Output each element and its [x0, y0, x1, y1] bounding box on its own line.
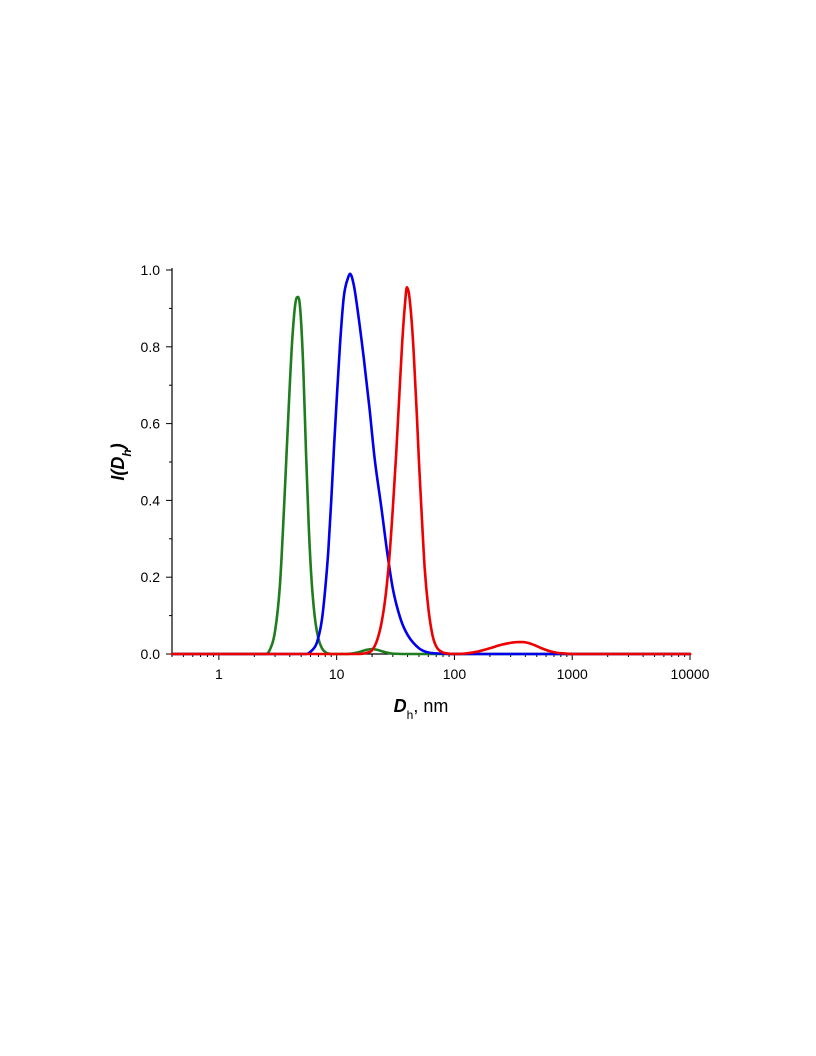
series-line-3: [170, 285, 692, 656]
y-tick-label: 0.0: [141, 646, 161, 662]
y-tick-label: 0.4: [141, 492, 161, 508]
y-axis-title-close: ): [108, 443, 128, 451]
y-axis-title-sub: h: [120, 449, 134, 456]
x-tick-label: 100: [443, 666, 467, 682]
x-axis-title-main: D: [394, 696, 407, 716]
y-axis-title-main: I(D: [108, 457, 128, 481]
y-axis-title: I(Dh): [108, 443, 134, 480]
x-tick-label: 1: [215, 666, 223, 682]
axes: [171, 268, 690, 655]
series-line-2: [170, 272, 692, 656]
x-tick-label: 1000: [557, 666, 588, 682]
ticks: 0.0 0.2 0.4 0.6 0.8 1.0 1 10 100 1000 10000: [141, 262, 710, 682]
x-tick-label: 10: [329, 666, 345, 682]
x-axis-title-sub: h: [407, 708, 414, 722]
y-tick-label: 1.0: [141, 262, 161, 278]
y-tick-label: 0.2: [141, 569, 161, 585]
series-group: [170, 272, 692, 656]
x-tick-label: 10000: [671, 666, 710, 682]
series-line-1: [170, 295, 692, 656]
x-axis-title: Dh, nm: [394, 696, 449, 722]
y-tick-label: 0.6: [141, 416, 161, 432]
x-axis-title-suffix: , nm: [413, 696, 448, 716]
y-tick-label: 0.8: [141, 339, 161, 355]
